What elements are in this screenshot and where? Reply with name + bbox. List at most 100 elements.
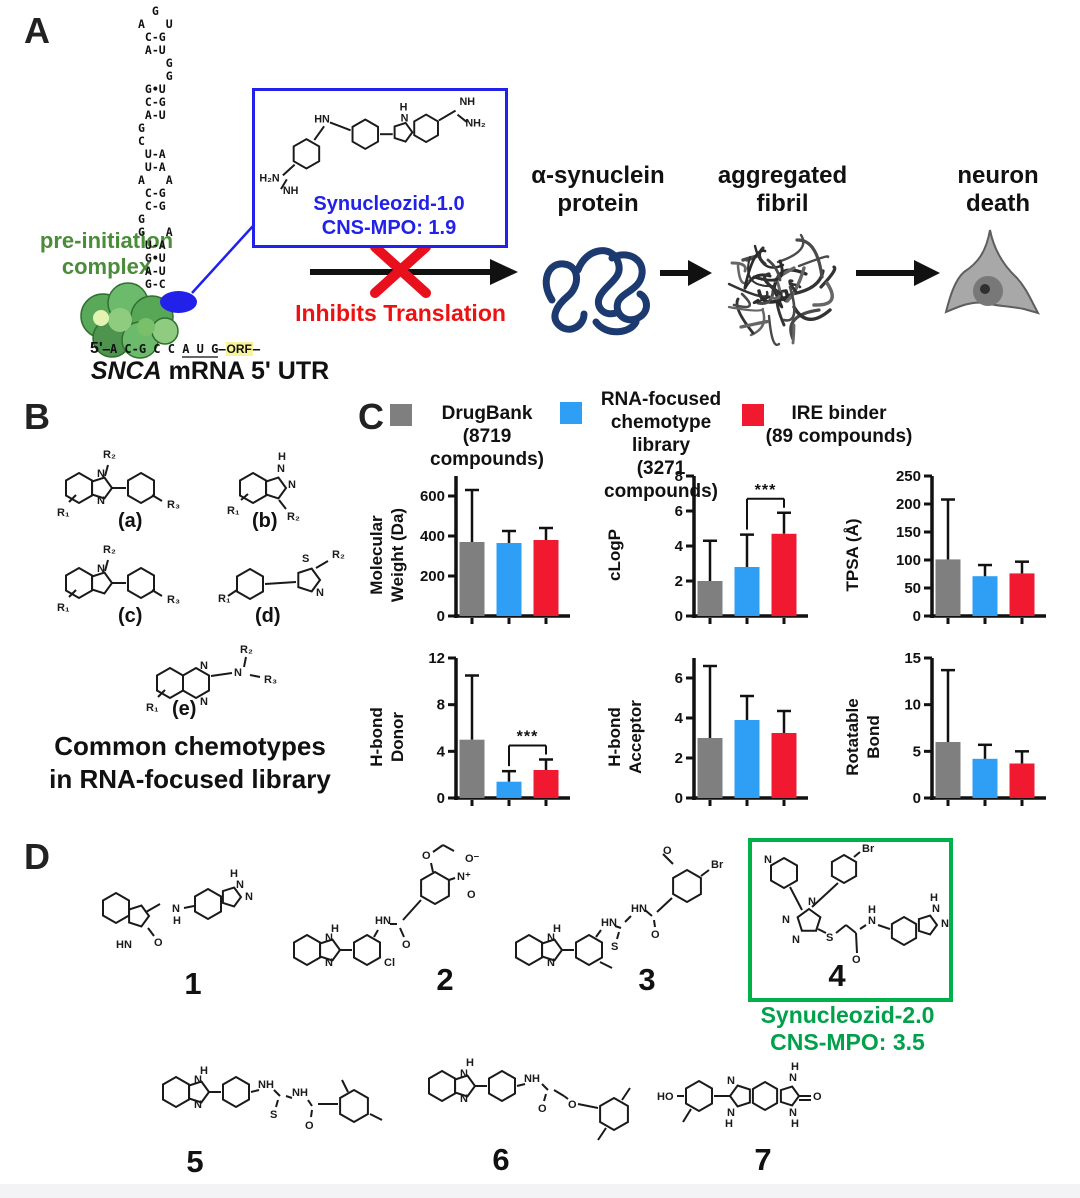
atom-label: S [302,553,309,565]
compound-1-structure: HN O N H H N N [102,868,253,951]
atom-label: H [173,915,181,927]
gene-name: SNCA [90,357,162,385]
svg-text:0: 0 [913,790,921,807]
atom-label: R₁ [57,602,70,614]
dash: — [102,342,110,356]
svg-text:5: 5 [913,743,921,760]
scaffold-b-structure: H N N R₁ R₂ [227,451,300,523]
atom-label: R₂ [103,449,116,461]
atom-label: HN [601,917,617,929]
atom-label: NH [292,1087,308,1099]
structure-graphics [162,1075,383,1124]
atom-label: N [764,854,772,866]
scaffold-c-structure: R₂ N R₁ R₃ [57,544,180,614]
atom-label: O [402,939,411,951]
atom-label: R₃ [167,499,180,511]
atom-label: H [200,1065,208,1077]
svg-text:50: 50 [904,580,921,597]
chart-ylabel: Molecular Weight (Da) [367,507,407,603]
compound-6-number: 6 [492,1142,510,1177]
panel-b-caption: Common chemotypes in RNA-focused library [30,730,350,796]
synucleozid1-cns-mpo: CNS-MPO: 1.9 [321,217,457,239]
legend-swatch-drugbank [390,404,412,426]
atom-label: Br [862,843,875,855]
atom-label: N [547,932,555,944]
panel-b-label: B [24,396,50,437]
atom-label: N⁺ [457,871,471,883]
atom-label: HN [375,915,391,927]
atom-label: H [230,868,238,880]
svg-text:12: 12 [428,650,445,667]
five-prime-label: 5' [90,340,103,357]
svg-text:0: 0 [675,790,683,807]
caption-line2: in RNA-focused library [49,764,331,794]
chart-clogp: cLogP 0 2 4 6 8 *** [604,466,842,646]
pre-initiation-line2: complex [61,254,152,279]
svg-text:4: 4 [675,710,684,727]
atom-label: NH [258,1079,274,1091]
scaffold-d-tag: (d) [255,605,281,627]
atom-label: R₂ [240,644,253,656]
neuron-death-label: neuron death [938,162,1058,218]
compound-7-structure: HO N N H H N N H O [657,1061,822,1130]
caption-line1: Common chemotypes [54,731,326,761]
atom-label: NH [459,96,475,108]
pre-initiation-complex-label: pre-initiation complex [4,228,209,280]
atom-label: HN [116,939,132,951]
atom-label: O [422,850,431,862]
atom-label: S [611,941,618,953]
scaffold-e-structure: N N N R₂ R₃ R₁ [146,644,277,714]
atom-label: N [200,660,208,672]
structure-graphics [770,851,939,954]
atom-label: H [400,102,408,114]
atom-label: NH [283,185,299,196]
atom-label: S [270,1109,277,1121]
mrna-sequence-row: 5'—A C-G C C A U G—ORF— [90,340,260,358]
atom-label: R₂ [332,549,345,561]
protein-label-line2: protein [557,190,639,217]
protein-to-fibril-arrow [660,260,712,286]
svg-text:250: 250 [896,468,921,485]
atom-label: H [930,892,938,904]
panel-c-label: C [358,396,384,437]
atom-label: H [791,1061,799,1073]
atom-label: N [868,915,876,927]
aggregated-fibril-graphic [727,233,837,347]
panel-a-label: A [24,10,50,51]
chart-ylabel: Rotatable Bond [843,698,883,776]
compound-3-structure: H N N HN S HN O O Br [515,845,724,969]
chart-plot-area: 0 50 100 150 200 250 [896,468,1046,625]
atom-label: N [325,957,333,969]
chart-plot-area: 0 4 8 12 *** [428,650,570,807]
neuron-label-line2: death [965,190,1030,217]
neuron-graphic [944,229,1040,315]
svg-text:0: 0 [437,608,445,625]
compound-4-number: 4 [828,958,846,993]
structure-graphics [428,1069,631,1141]
start-codon-aug: A U G [182,342,219,358]
atom-label: O [305,1120,314,1132]
svg-text:600: 600 [420,488,445,505]
svg-text:6: 6 [675,670,683,687]
alpha-synuclein-label: α-synuclein protein [528,162,668,218]
inhibitor-binding-site-oval [160,291,197,313]
atom-label: O [538,1103,547,1115]
atom-label: R₁ [227,505,240,517]
structure-graphics [515,853,710,969]
structure-graphics [239,471,288,510]
atom-label: NH [524,1073,540,1085]
svg-text:8: 8 [437,697,445,714]
legend-swatch-rna-library [560,402,582,424]
compound-6-structure: H N N NH O O [428,1057,631,1141]
dash: — [218,342,226,356]
atom-label: O [651,929,660,941]
atom-label: S [826,932,833,944]
atom-label: R₁ [218,593,231,605]
atom-label: N [460,1068,468,1080]
atom-label: H [791,1118,799,1130]
scaffold-c-tag: (c) [118,605,143,627]
seq-start: A C-G C C [109,342,183,356]
chart-rotatable-bond: Rotatable Bond 0 5 10 15 [842,648,1080,828]
chart-hbond-donor: H-bond Donor 0 4 8 12 *** [366,648,604,828]
